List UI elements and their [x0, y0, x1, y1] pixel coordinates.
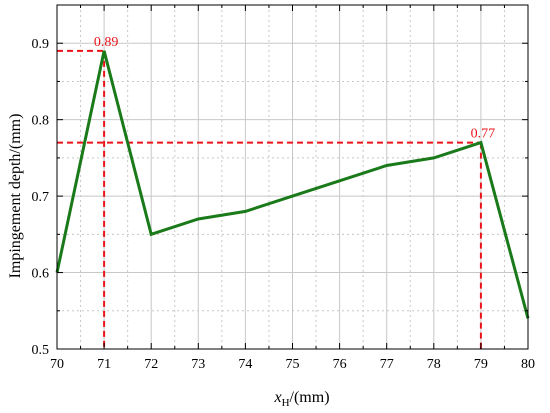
y-tick-labels: 0.5 0.6 0.7 0.8 0.9 [32, 37, 50, 358]
y-tick-label: 0.5 [32, 343, 50, 358]
x-axis-title-unit: /(mm) [290, 389, 330, 406]
x-tick-label: 77 [380, 357, 394, 372]
annotation-label: 0.89 [94, 35, 119, 50]
x-tick-label: 76 [333, 357, 347, 372]
x-tick-label: 80 [521, 357, 535, 372]
x-tick-label: 71 [97, 357, 111, 372]
x-axis-title-main: x [273, 389, 281, 406]
x-tick-labels: 70 71 72 73 74 75 76 77 78 79 80 [50, 357, 535, 372]
series-line [55, 50, 530, 319]
y-tick-label: 0.8 [32, 114, 50, 129]
x-tick-label: 70 [50, 357, 64, 372]
y-tick-label: 0.9 [32, 37, 50, 52]
annotation-layer: 0.89 0.77 [94, 35, 495, 142]
tick-marks [56, 5, 529, 350]
series-layer [55, 50, 530, 319]
x-axis-title-subscript: H [282, 397, 290, 409]
x-tick-label: 72 [144, 357, 158, 372]
y-tick-label: 0.7 [32, 190, 50, 205]
x-tick-label: 74 [238, 357, 252, 372]
x-tick-label: 73 [191, 357, 205, 372]
y-tick-label: 0.6 [32, 267, 50, 282]
x-tick-label: 75 [286, 357, 300, 372]
x-tick-label: 79 [474, 357, 488, 372]
y-axis-title: Impingement depth/(mm) [7, 114, 24, 279]
x-axis-title: xH/(mm) [273, 389, 329, 409]
grid-layer [57, 5, 528, 349]
annotation-label: 0.77 [471, 127, 496, 142]
x-tick-label: 78 [427, 357, 441, 372]
